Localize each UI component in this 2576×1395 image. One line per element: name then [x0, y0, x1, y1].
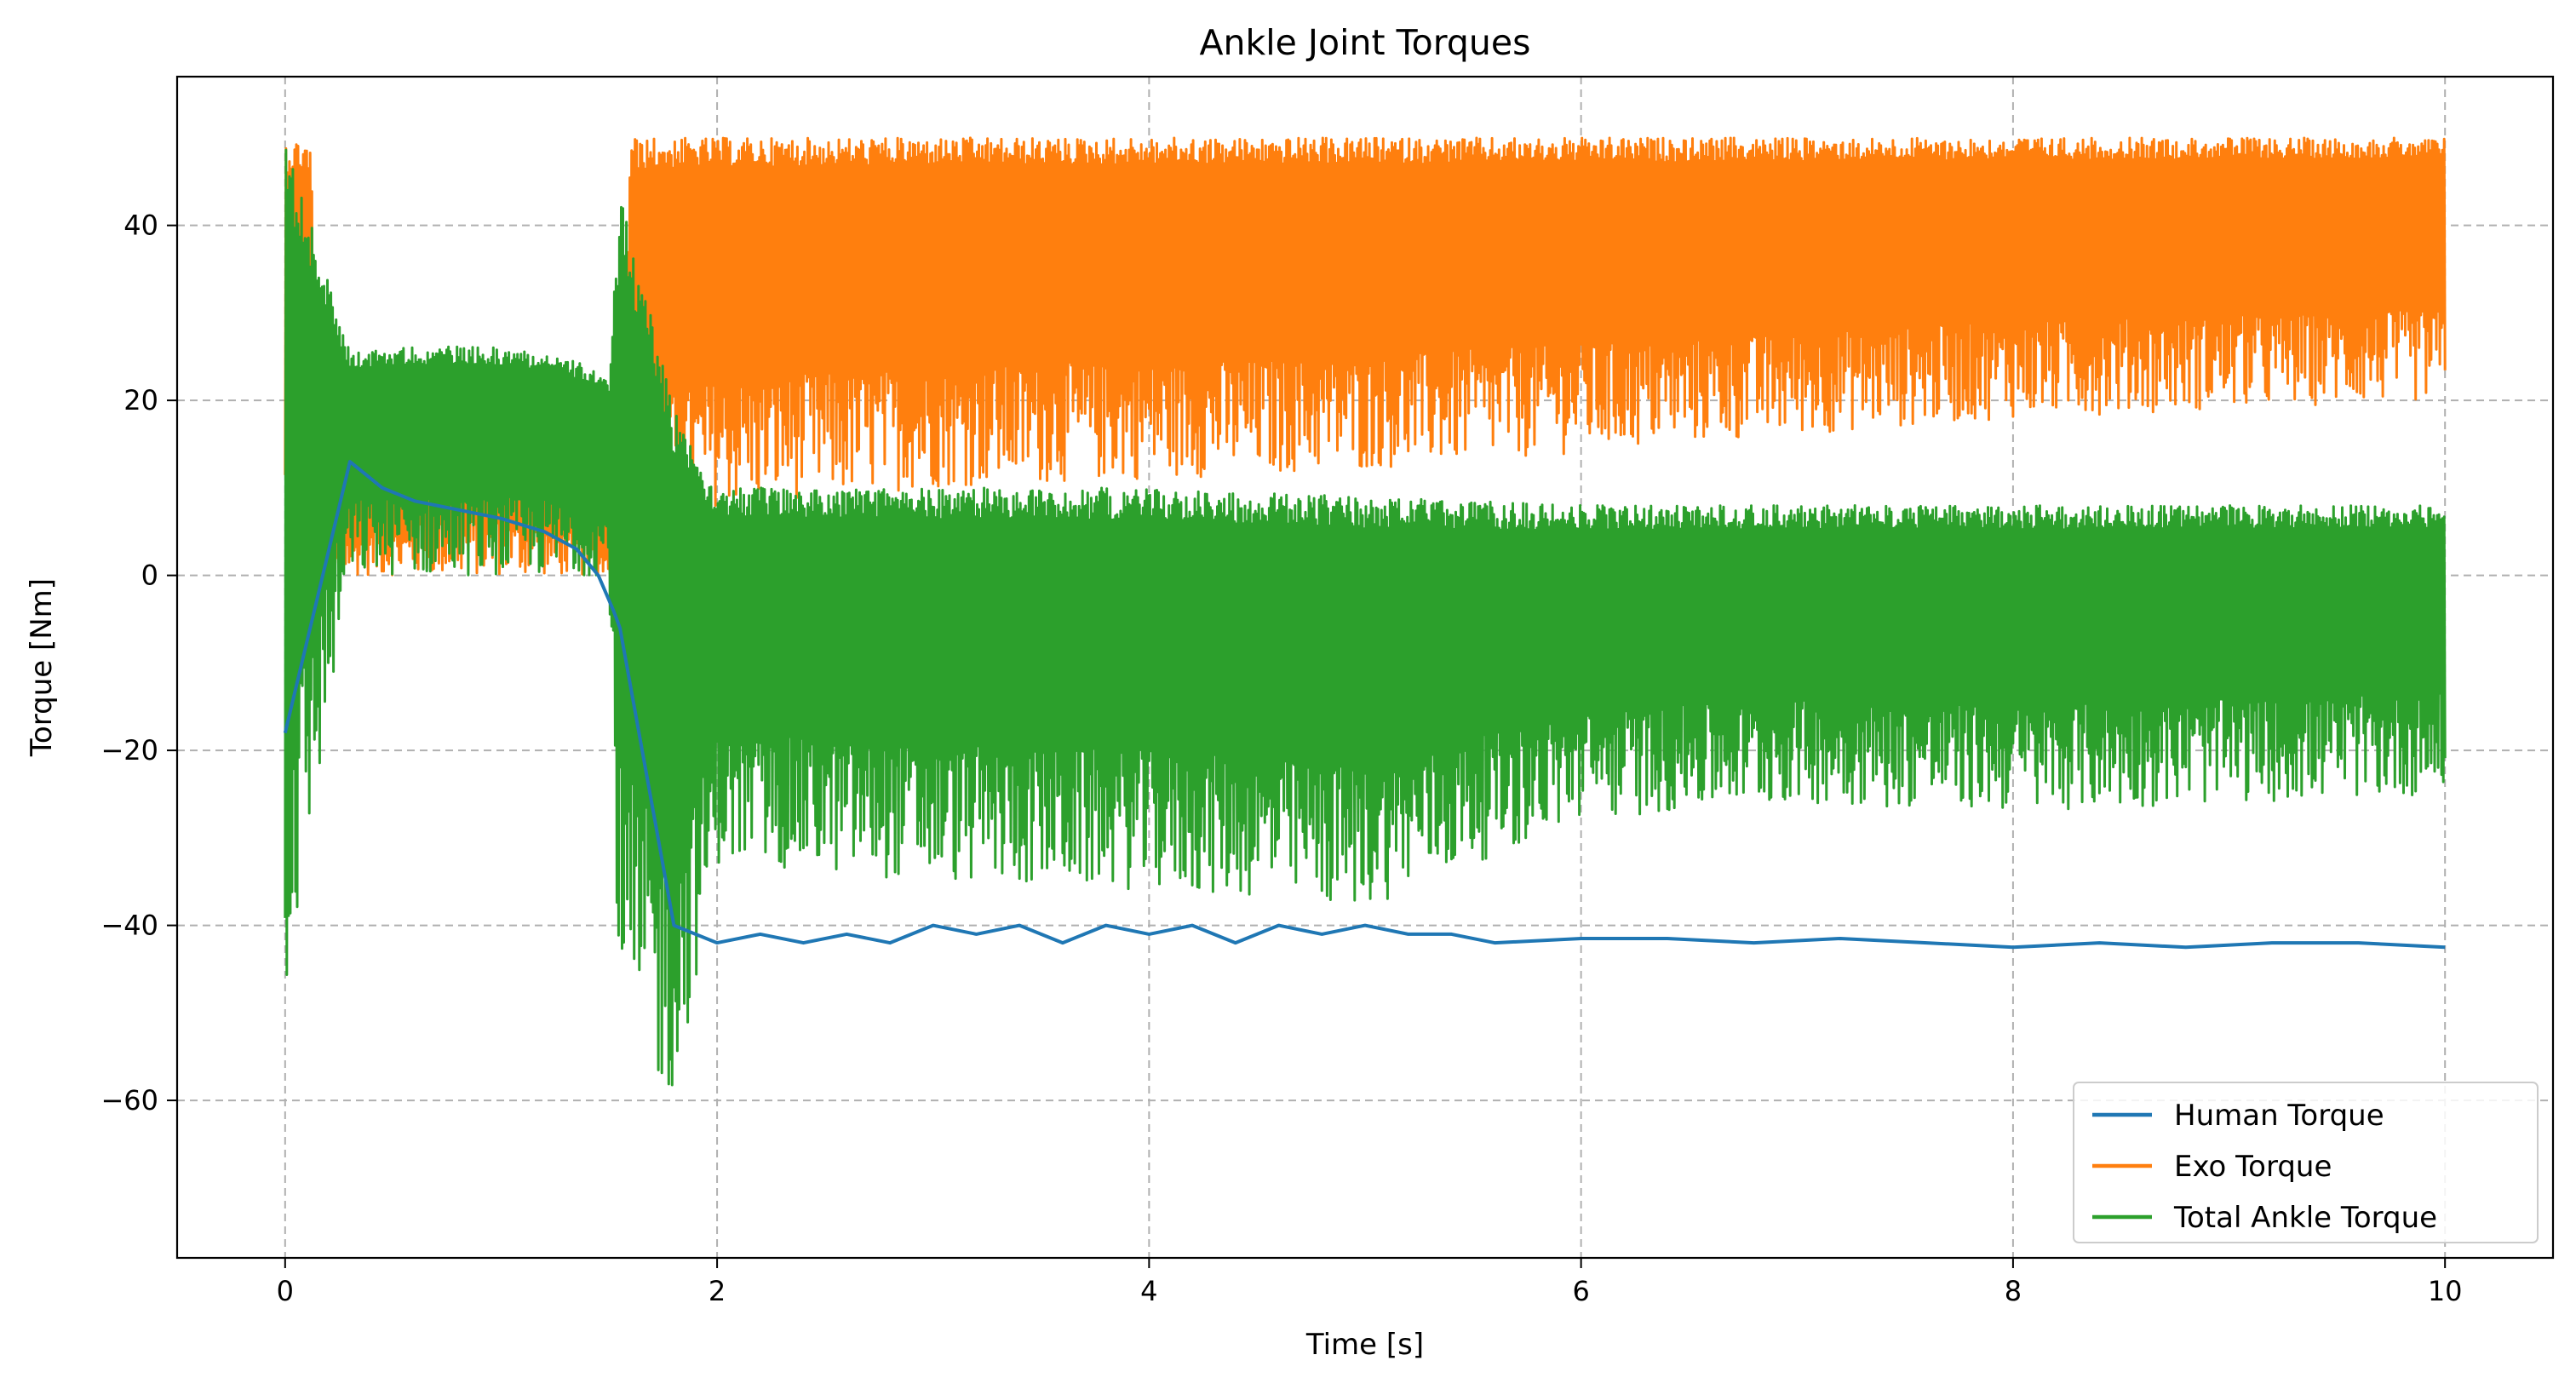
series-human-torque [283, 460, 2446, 950]
x-tick-label: 4 [1140, 1275, 1157, 1307]
legend-label: Human Torque [2174, 1099, 2384, 1133]
series-line [283, 460, 2446, 950]
x-axis-label: Time [s] [1305, 1328, 1424, 1362]
plot-frame [175, 75, 2555, 1260]
y-axis-ticks: −60 −40 −20 0 20 40 [100, 210, 177, 1117]
series-exo-torque [284, 136, 2447, 621]
x-tick-label: 6 [1572, 1275, 1589, 1307]
x-tick-label: 10 [2428, 1275, 2463, 1307]
y-tick-label: 40 [123, 210, 158, 242]
y-axis-label: Torque [Nm] [25, 578, 59, 757]
x-tick-label: 0 [277, 1275, 294, 1307]
legend-box [2073, 1082, 2539, 1243]
x-tick-label: 8 [2005, 1275, 2022, 1307]
legend-label: Exo Torque [2174, 1150, 2332, 1184]
series-line [284, 136, 2447, 621]
x-tick-label: 2 [709, 1275, 726, 1307]
y-tick-label: −60 [100, 1084, 158, 1117]
y-tick-label: 20 [123, 384, 158, 416]
series-line [284, 148, 2447, 1087]
chart-title: Ankle Joint Torques [1200, 22, 1531, 63]
x-axis-ticks: 0 2 4 6 8 10 [277, 1258, 2463, 1307]
series-total-ankle-torque [284, 148, 2447, 1087]
y-tick-label: −40 [100, 910, 158, 942]
series-layer [283, 136, 2447, 1087]
y-tick-label: 0 [141, 560, 158, 592]
legend: Human Torque Exo Torque Total Ankle Torque [2073, 1082, 2539, 1243]
y-tick-label: −20 [100, 734, 158, 766]
legend-label: Total Ankle Torque [2173, 1201, 2437, 1235]
